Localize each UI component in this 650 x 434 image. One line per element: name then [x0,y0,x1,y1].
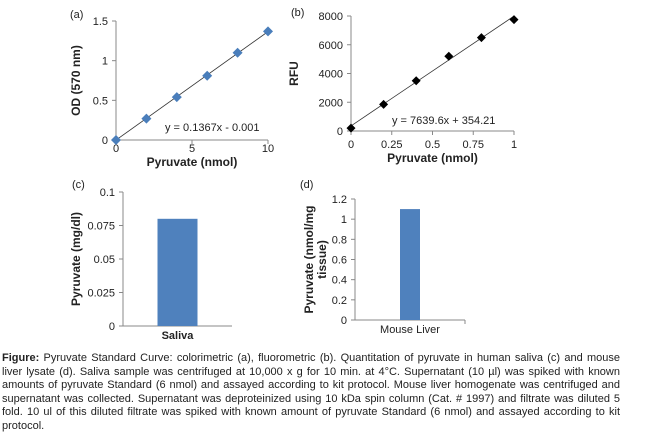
trendline-equation: y = 0.1367x - 0.001 [165,122,259,134]
x-tick-label: 0 [348,139,354,151]
data-point [111,135,121,145]
y-tick-label: 1 [102,56,108,68]
x-category-label: Mouse Liver [380,324,440,336]
x-tick-label: 0 [113,143,119,155]
y-tick-label: 8000 [319,11,343,23]
data-point [444,51,454,61]
x-tick-label: 5 [189,143,195,155]
data-point [346,123,356,133]
y-tick-label: 0.075 [87,221,115,233]
y-tick-label: 0.1 [100,187,115,199]
caption-label: Figure: [2,352,40,364]
chart-panel-a: (a) 0 0.5 1 1.5 OD (570 nm) 0 5 10 Pyruvate (nmol… [69,9,274,169]
bar [400,209,420,320]
chart-panel-c: (c) 0 0.025 0.05 0.075 0.1 Pyruvate (mg/dl) Sal… [69,179,232,342]
y-axis-label: OD (570 nm) [69,45,83,116]
x-axis-label: Pyruvate (nmol) [387,151,478,165]
panel-label: (b) [291,7,304,19]
caption-text: Pyruvate Standard Curve: colorimetric (a… [2,352,620,432]
x-tick-label: 0.5 [425,139,440,151]
x-tick-label: 0.25 [381,139,402,151]
trendline [350,15,515,127]
y-tick-label: 0.8 [332,234,347,246]
y-tick-label: 0 [109,321,115,333]
y-tick-label: 0.05 [94,254,115,266]
data-point [141,113,152,124]
y-tick-label: 0 [102,135,108,147]
y-tick-label: 0.4 [332,275,347,287]
x-tick-label: 0.75 [463,139,484,151]
y-axis-label: RFU [287,61,301,86]
y-tick-label: 2000 [319,97,343,109]
x-tick-label: 10 [262,143,274,155]
panel-label: (a) [70,9,83,21]
data-point [509,15,519,25]
y-tick-label: 0.5 [93,95,108,107]
chart-panel-d: (d) 0 0.2 0.4 0.6 0.8 1 1.2 Pyruvate (nmol/mg tis… [300,179,466,336]
x-tick-label: 1 [511,139,517,151]
data-point [263,26,273,37]
y-tick-label: 0 [337,126,343,138]
figure-caption: Figure: Pyruvate Standard Curve: colorim… [2,352,620,434]
x-axis-label: Pyruvate (nmol) [147,155,238,169]
y-tick-label: 1.2 [332,194,347,206]
y-tick-label: 0.2 [332,295,347,307]
y-tick-label: 1 [341,214,347,226]
y-axis-label: Pyruvate (nmol/mg [302,205,316,313]
y-tick-label: 4000 [319,69,343,81]
data-point [171,92,182,103]
chart-panel-b: (b) 0 2000 4000 6000 8000 RFU 0 0.25 0.5 0.75 1 Pyru… [287,7,519,165]
panel-label: (d) [300,179,313,191]
trendline-equation: y = 7639.6x + 354.21 [392,115,495,127]
x-category-label: Saliva [162,330,195,342]
data-point [232,47,243,58]
data-point [411,76,421,86]
y-axis-label: Pyruvate (mg/dl) [69,212,83,306]
data-point [202,70,213,81]
data-point [476,33,486,43]
bar [157,218,198,326]
y-tick-label: 1.5 [93,16,108,28]
data-point [379,99,389,109]
panel-label: (c) [72,179,85,191]
y-tick-label: 6000 [319,40,343,52]
y-tick-label: 0.025 [87,288,115,300]
y-tick-label: 0 [341,315,347,327]
y-axis-label-line2: tissue) [315,240,329,279]
trendline [115,31,269,141]
y-tick-label: 0.6 [332,255,347,267]
